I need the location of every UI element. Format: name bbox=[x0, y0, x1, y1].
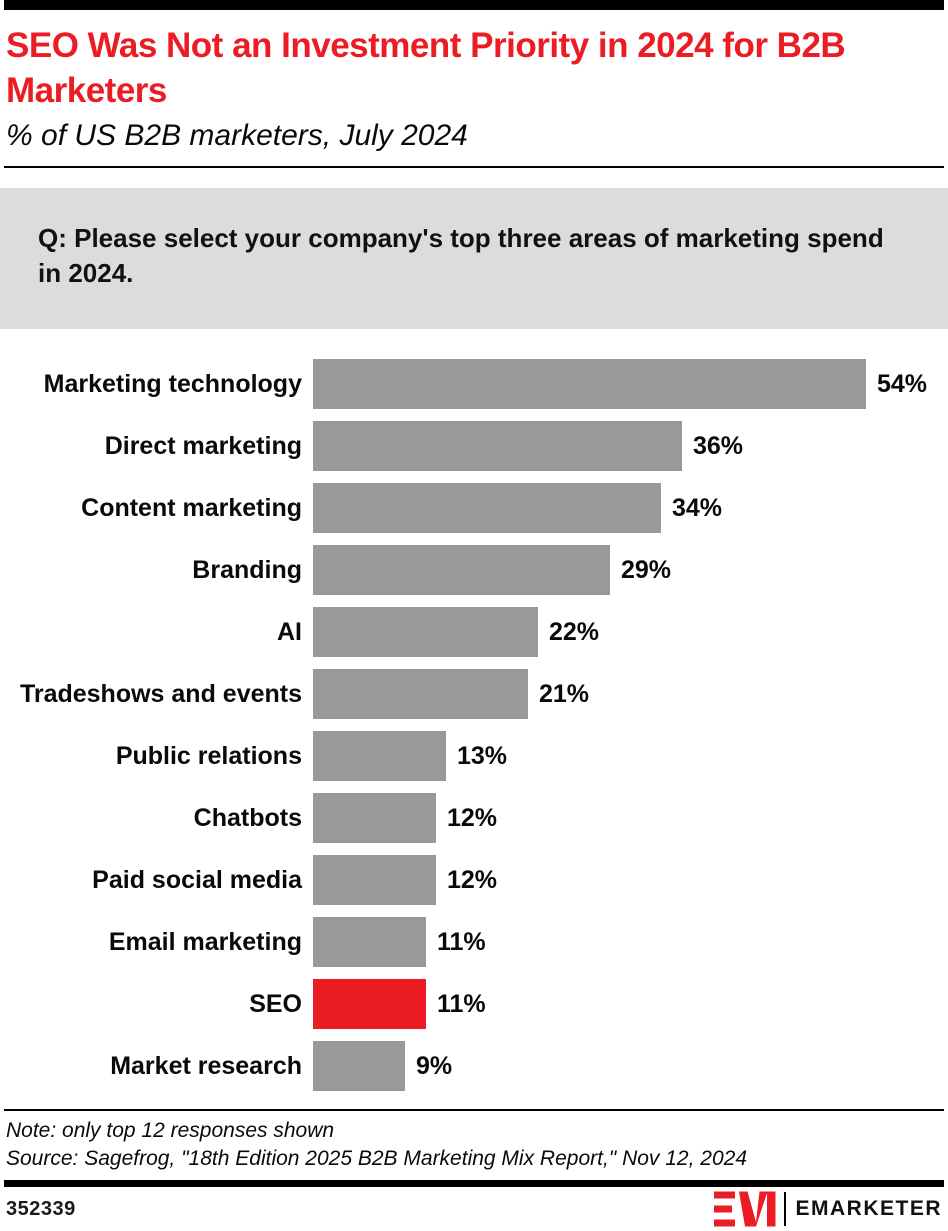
bar bbox=[313, 1041, 405, 1091]
value-label: 13% bbox=[457, 741, 508, 770]
chart-row: Direct marketing 36% bbox=[0, 415, 948, 477]
emarketer-logo-icon bbox=[714, 1191, 776, 1227]
category-label: Direct marketing bbox=[104, 431, 302, 460]
emarketer-logo: EMARKETER bbox=[714, 1190, 942, 1228]
bar bbox=[313, 793, 436, 843]
chart-row: Chatbots 12% bbox=[0, 787, 948, 849]
chart-id: 352339 bbox=[6, 1197, 76, 1220]
bar bbox=[313, 483, 661, 533]
source-text: Source: Sagefrog, "18th Edition 2025 B2B… bbox=[6, 1147, 747, 1170]
chart-row: Market research 9% bbox=[0, 1035, 948, 1097]
note-text: Note: only top 12 responses shown bbox=[6, 1119, 335, 1142]
value-label: 11% bbox=[437, 927, 486, 956]
header-divider bbox=[4, 166, 944, 168]
category-label: Paid social media bbox=[92, 865, 302, 894]
category-label: Chatbots bbox=[193, 803, 302, 832]
brand-name: EMARKETER bbox=[795, 1197, 942, 1220]
category-label: SEO bbox=[249, 989, 302, 1018]
chart-row: SEO 11% bbox=[0, 973, 948, 1035]
bar-chart: Marketing technology 54% Direct marketing 3… bbox=[0, 353, 948, 1097]
bar bbox=[313, 731, 446, 781]
category-label: Public relations bbox=[115, 741, 302, 770]
bar bbox=[313, 607, 538, 657]
category-label: AI bbox=[277, 617, 302, 646]
category-label: Content marketing bbox=[81, 493, 302, 522]
value-label: 21% bbox=[539, 679, 590, 708]
page-title: SEO Was Not an Investment Priority in 20… bbox=[6, 26, 846, 110]
bar bbox=[313, 421, 682, 471]
bar bbox=[313, 545, 610, 595]
chart-row: Public relations 13% bbox=[0, 725, 948, 787]
notes-block: Note: only top 12 responses shown Source… bbox=[0, 1111, 948, 1173]
value-label: 11% bbox=[437, 989, 486, 1018]
value-label: 54% bbox=[877, 369, 928, 398]
category-label: Email marketing bbox=[108, 927, 302, 956]
chart-row: Marketing technology 54% bbox=[0, 353, 948, 415]
value-label: 29% bbox=[621, 555, 672, 584]
chart-row: Content marketing 34% bbox=[0, 477, 948, 539]
value-label: 9% bbox=[416, 1051, 453, 1080]
page-subtitle: % of US B2B marketers, July 2024 bbox=[6, 119, 468, 152]
bar bbox=[313, 855, 436, 905]
chart-row: Branding 29% bbox=[0, 539, 948, 601]
category-label: Branding bbox=[192, 555, 302, 584]
chart-row: AI 22% bbox=[0, 601, 948, 663]
header: SEO Was Not an Investment Priority in 20… bbox=[0, 10, 948, 166]
footer-rule bbox=[4, 1180, 944, 1187]
value-label: 22% bbox=[549, 617, 600, 646]
value-label: 34% bbox=[672, 493, 723, 522]
value-label: 12% bbox=[447, 865, 498, 894]
category-label: Tradeshows and events bbox=[19, 679, 302, 708]
footer: 352339 EMARKETER bbox=[4, 1187, 944, 1231]
chart-row: Tradeshows and events 21% bbox=[0, 663, 948, 725]
survey-question-text: Q: Please select your company's top thre… bbox=[38, 223, 884, 288]
bar bbox=[313, 669, 528, 719]
top-rule bbox=[4, 0, 944, 10]
value-label: 36% bbox=[693, 431, 744, 460]
category-label: Marketing technology bbox=[43, 369, 302, 398]
survey-question-box: Q: Please select your company's top thre… bbox=[0, 188, 948, 329]
bar bbox=[313, 917, 426, 967]
category-label: Market research bbox=[110, 1051, 302, 1080]
logo-divider bbox=[784, 1192, 787, 1226]
bar-highlighted bbox=[313, 979, 426, 1029]
notes-divider bbox=[4, 1109, 944, 1111]
value-label: 12% bbox=[447, 803, 498, 832]
chart-row: Paid social media 12% bbox=[0, 849, 948, 911]
chart-row: Email marketing 11% bbox=[0, 911, 948, 973]
bar bbox=[313, 359, 866, 409]
